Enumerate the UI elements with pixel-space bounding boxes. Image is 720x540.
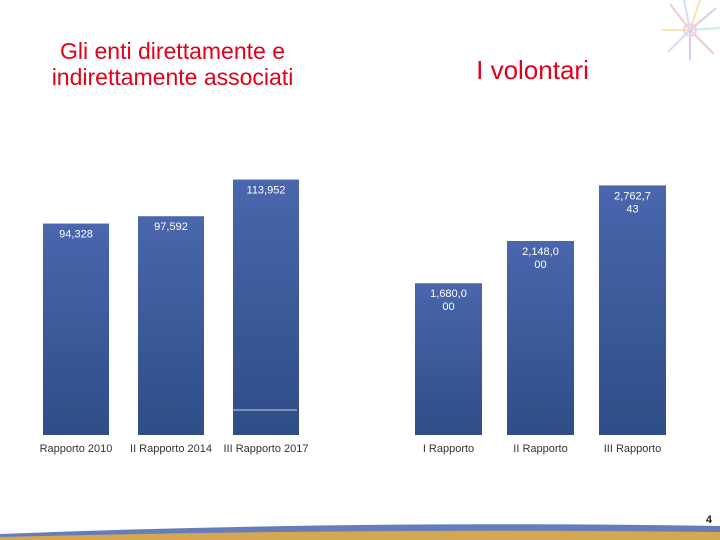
data-label: 97,592 — [154, 221, 188, 233]
bar — [233, 179, 299, 435]
title-enti: Gli enti direttamente e indirettamente a… — [51, 38, 294, 91]
category-label: III Rapporto — [604, 443, 661, 455]
bar — [507, 240, 574, 435]
bar — [415, 283, 482, 435]
data-label: 2,148,0 00 — [522, 246, 559, 271]
bottom-stripe — [0, 524, 720, 540]
category-label: II Rapporto — [513, 443, 567, 455]
bar — [138, 216, 204, 435]
category-label: II Rapporto 2014 — [130, 443, 212, 455]
title-volontari: I volontari — [476, 55, 589, 85]
data-label: 113,952 — [247, 185, 286, 197]
logo-decoration — [662, 0, 720, 60]
page-number: 4 — [705, 514, 712, 526]
data-label: 94,328 — [59, 229, 93, 241]
chart-volontari: 1,680,0 00 I Rapporto 2,148,0 00 II Rapporto 2… — [415, 185, 666, 455]
bar — [43, 223, 109, 435]
category-label: Rapporto 2010 — [40, 443, 113, 455]
category-label: III Rapporto 2017 — [223, 443, 308, 455]
bar — [599, 185, 666, 435]
data-label: 1,680,0 00 — [430, 288, 467, 313]
data-label: 2,762,7 43 — [614, 190, 651, 215]
chart-enti: 94,328 Rapporto 2010 97,592 II Rapporto 201… — [40, 179, 309, 455]
category-label: I Rapporto — [423, 443, 474, 455]
